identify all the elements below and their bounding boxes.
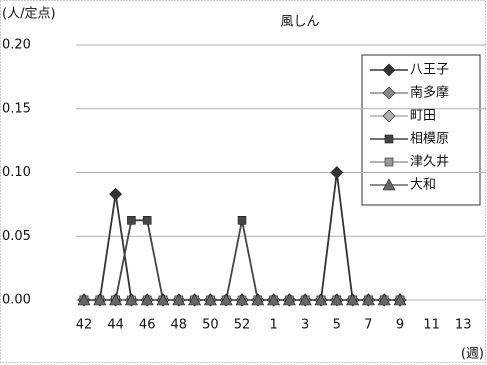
x-tick-label: 48	[171, 318, 188, 333]
legend-box	[361, 54, 481, 206]
legend-marker	[384, 157, 394, 167]
x-tick-label: 13	[455, 318, 472, 333]
x-tick-label: 52	[234, 318, 251, 333]
y-tick-label: 0.10	[2, 165, 31, 180]
legend-label: 相模原	[410, 132, 449, 147]
x-tick-label: 42	[76, 318, 93, 333]
data-point	[377, 293, 391, 306]
data-point	[140, 293, 154, 306]
data-point	[361, 293, 375, 306]
data-point	[127, 216, 136, 225]
legend-marker	[382, 63, 396, 77]
legend-marker	[382, 109, 396, 123]
legend-marker	[382, 178, 396, 191]
data-point	[298, 293, 312, 306]
x-tick-label: 50	[202, 318, 219, 333]
data-point	[237, 216, 247, 225]
data-point	[109, 187, 123, 201]
y-tick-label: 0.15	[2, 101, 31, 116]
data-point	[219, 293, 233, 306]
x-tick-label: 3	[301, 318, 309, 333]
data-point	[109, 293, 123, 306]
data-point	[346, 293, 360, 306]
data-point	[330, 166, 344, 179]
legend-label: 大和	[410, 178, 436, 193]
chart-title: 風しん	[280, 15, 319, 30]
data-point	[330, 293, 344, 306]
data-point	[188, 293, 202, 306]
y-tick-label: 0.00	[2, 293, 31, 308]
x-axis-label: (週)	[461, 347, 484, 362]
x-tick-label: 5	[333, 318, 341, 333]
data-point	[203, 293, 217, 306]
data-point	[314, 293, 328, 306]
data-point	[124, 293, 138, 306]
legend-label: 津久井	[410, 155, 449, 170]
data-point	[267, 293, 281, 306]
data-point	[251, 293, 265, 306]
data-point	[172, 293, 186, 306]
x-tick-label: 46	[139, 318, 156, 333]
legend-label: 八王子	[410, 63, 449, 78]
data-point	[393, 293, 407, 306]
data-point	[156, 293, 170, 306]
x-tick-label: 11	[423, 318, 440, 333]
x-tick-label: 7	[364, 318, 372, 333]
data-point	[77, 293, 91, 306]
data-point	[142, 216, 152, 225]
x-tick-label: 1	[269, 318, 277, 333]
y-tick-label: 0.05	[2, 229, 31, 244]
y-tick-label: 0.20	[2, 38, 31, 53]
data-point	[282, 293, 296, 306]
legend-label: 南多摩	[410, 85, 449, 101]
x-tick-label: 9	[396, 318, 404, 333]
data-point	[93, 293, 107, 306]
legend-label: 町田	[410, 109, 436, 124]
legend-marker	[384, 134, 394, 144]
data-point	[235, 293, 249, 306]
y-axis-label: (人/定点)	[2, 7, 56, 22]
series-line	[84, 219, 400, 301]
x-tick-label: 44	[107, 318, 124, 333]
legend-marker	[382, 86, 396, 100]
